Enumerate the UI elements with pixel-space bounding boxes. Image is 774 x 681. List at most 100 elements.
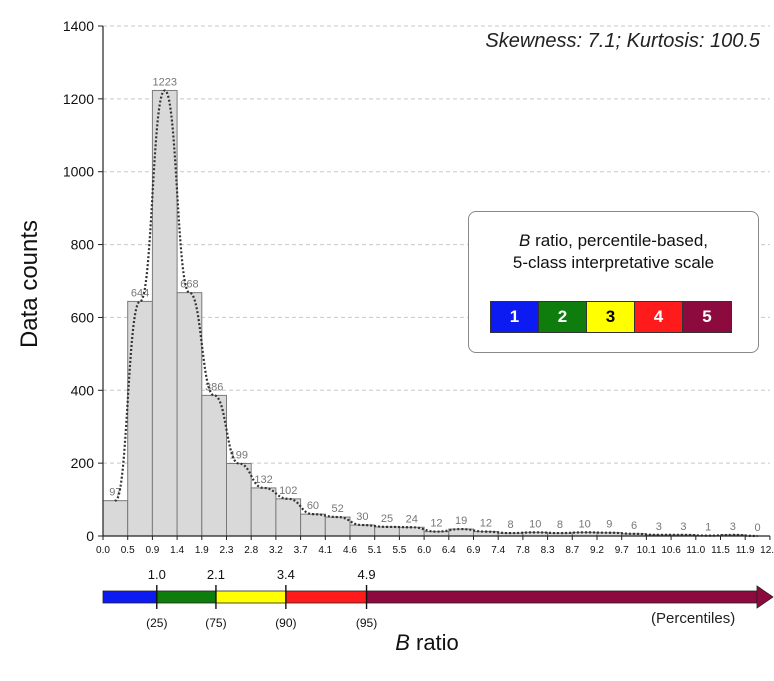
y-tick-label: 1400	[63, 18, 94, 34]
histogram-bar	[102, 500, 129, 537]
bar-value-label: 10	[529, 518, 541, 530]
legend-title-var: B	[519, 231, 531, 250]
histogram-bar	[324, 516, 351, 537]
bar-value-label: 25	[381, 513, 393, 525]
legend-class-4: 4	[635, 302, 683, 332]
x-tick-label: 12.4	[760, 545, 774, 556]
x-tick-label: 6.9	[467, 545, 481, 556]
percentile-segment	[285, 590, 367, 604]
bar-value-label: 0	[754, 522, 760, 534]
x-tick-label: 4.1	[318, 545, 332, 556]
bar-value-label: 9	[606, 519, 612, 531]
x-tick-label: 1.4	[170, 545, 184, 556]
legend-title: B ratio, percentile-based, 5-class inter…	[469, 230, 758, 274]
bar-value-label: 199	[230, 450, 248, 462]
x-tick-label: 4.6	[343, 545, 357, 556]
x-tick-label: 11.5	[711, 545, 730, 556]
bar-value-label: 386	[205, 381, 223, 393]
x-tick-label: 7.8	[516, 545, 530, 556]
histogram-bar	[398, 526, 425, 537]
percentile-segment	[215, 590, 287, 604]
bar-value-label: 644	[131, 287, 149, 299]
x-tick-label: 3.7	[294, 545, 308, 556]
histogram-bar	[374, 526, 400, 537]
legend-class-1: 1	[491, 302, 539, 332]
bar-value-label: 97	[109, 487, 121, 499]
y-tick-label: 0	[86, 528, 94, 544]
bar-value-label: 132	[254, 474, 272, 486]
density-curve	[114, 89, 758, 538]
bar-value-label: 12	[480, 518, 492, 530]
bar-value-label: 668	[180, 279, 198, 291]
threshold-percentile: (95)	[356, 616, 377, 630]
legend-class-5: 5	[683, 302, 731, 332]
x-axis-title-rest: ratio	[409, 630, 459, 655]
bar-value-label: 12	[430, 518, 442, 530]
bar-value-label: 102	[279, 485, 297, 497]
y-tick-label: 200	[71, 455, 95, 471]
bar-value-label: 10	[579, 518, 591, 530]
x-tick-label: 7.4	[491, 545, 505, 556]
bar-value-label: 8	[507, 519, 513, 531]
bar-value-label: 8	[557, 519, 563, 531]
x-tick-label: 2.3	[220, 545, 234, 556]
bar-value-label: 19	[455, 515, 467, 527]
x-tick-label: 2.8	[244, 545, 258, 556]
x-tick-label: 6.0	[417, 545, 431, 556]
bar-value-label: 3	[730, 521, 736, 533]
bar-value-label: 1223	[153, 76, 177, 88]
x-tick-label: 0.0	[96, 545, 110, 556]
legend-class-3: 3	[587, 302, 635, 332]
legend-title-line1: ratio, percentile-based,	[530, 231, 708, 250]
x-tick-label: 1.9	[195, 545, 209, 556]
x-tick-label: 6.4	[442, 545, 456, 556]
histogram-bar	[201, 394, 228, 537]
bar-value-label: 3	[680, 521, 686, 533]
histogram-bar	[226, 463, 252, 537]
bar-value-label: 24	[406, 513, 418, 525]
x-tick-label: 3.2	[269, 545, 283, 556]
threshold-value: 3.4	[277, 567, 295, 582]
x-tick-label: 11.0	[686, 545, 705, 556]
y-tick-label: 1000	[63, 164, 94, 180]
x-tick-label: 0.9	[145, 545, 159, 556]
histogram-bar	[349, 524, 376, 537]
y-tick-label: 400	[71, 382, 95, 398]
bar-value-label: 6	[631, 520, 637, 532]
legend-class-2: 2	[539, 302, 587, 332]
x-tick-label: 8.3	[541, 545, 555, 556]
bar-value-label: 30	[356, 511, 368, 523]
y-tick-label: 600	[71, 309, 95, 325]
legend-title-line2: 5-class interpretative scale	[512, 253, 715, 272]
y-tick-label: 800	[71, 237, 95, 253]
percentiles-note: (Percentiles)	[651, 610, 736, 627]
bar-value-label: 1	[705, 522, 711, 534]
x-axis-title-var: B	[395, 630, 410, 655]
percentile-segment	[102, 590, 158, 604]
threshold-percentile: (75)	[205, 616, 226, 630]
x-tick-label: 10.6	[661, 545, 681, 556]
histogram-bar	[275, 498, 302, 537]
x-tick-label: 11.9	[736, 545, 755, 556]
stats-annotation: Skewness: 7.1; Kurtosis: 100.5	[485, 30, 760, 52]
bar-value-label: 60	[307, 500, 319, 512]
y-axis-label: Data counts	[16, 219, 43, 349]
x-tick-label: 10.1	[637, 545, 657, 556]
histogram-bar	[300, 513, 326, 537]
x-tick-label: 9.7	[615, 545, 629, 556]
histogram-bar	[127, 300, 153, 537]
bar-value-label: 3	[656, 521, 662, 533]
threshold-percentile: (90)	[275, 616, 296, 630]
threshold-value: 1.0	[148, 567, 166, 582]
percentile-segment	[156, 590, 217, 604]
threshold-value: 2.1	[207, 567, 225, 582]
histogram-bar	[176, 292, 203, 537]
histogram-bar	[151, 89, 178, 537]
histogram-bar	[250, 487, 277, 537]
x-tick-label: 8.7	[565, 545, 579, 556]
x-tick-label: 5.1	[368, 545, 382, 556]
y-tick-label: 1200	[63, 91, 94, 107]
percentile-segment	[366, 590, 758, 604]
